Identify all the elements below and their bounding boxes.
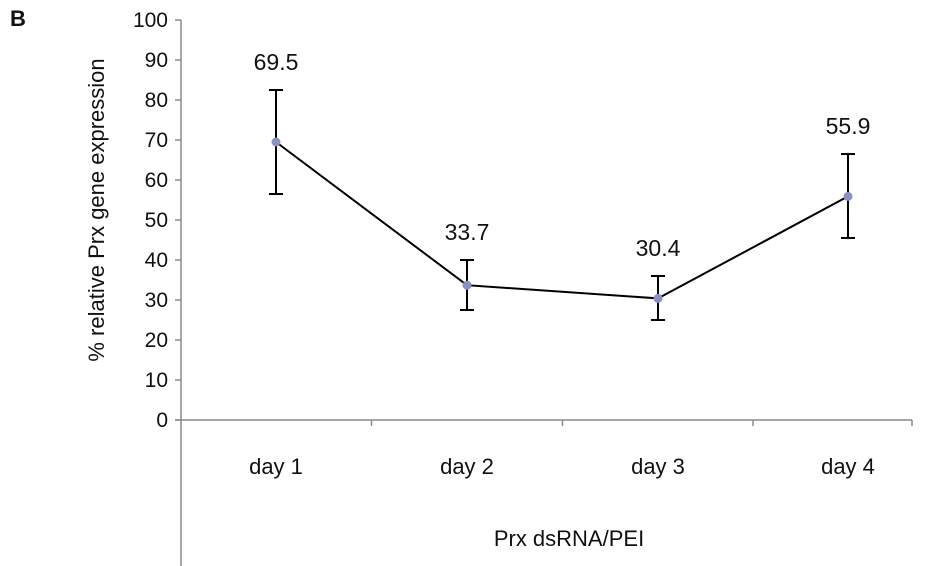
- series-line: [275, 141, 849, 300]
- data-point: [843, 191, 853, 201]
- data-point: [271, 137, 281, 147]
- data-point: [653, 293, 663, 303]
- y-tick-label: 70: [145, 129, 168, 152]
- chart-marks: 69.5 33.7 30.4 55.9: [254, 49, 871, 321]
- y-tick-label: 20: [145, 329, 168, 352]
- x-category-label: day 1: [249, 454, 303, 479]
- data-label: 69.5: [254, 49, 299, 75]
- chart-axes: 0 10 20 30 40 50 60 70 80 90 100 day 1 day 2 day 3 day…: [133, 9, 913, 566]
- x-category-label: day 2: [440, 454, 494, 479]
- data-label: 30.4: [636, 235, 681, 261]
- y-tick-label: 10: [145, 369, 168, 392]
- data-label: 55.9: [826, 113, 871, 139]
- y-tick-label: 0: [156, 409, 168, 432]
- x-category-label: day 3: [631, 454, 685, 479]
- y-tick-label: 100: [133, 9, 168, 32]
- y-tick-label: 90: [145, 49, 168, 72]
- x-axis-title: Prx dsRNA/PEI: [494, 526, 644, 551]
- data-label: 33.7: [445, 219, 490, 245]
- y-tick-label: 40: [145, 249, 168, 272]
- data-point: [462, 280, 472, 290]
- y-tick-label: 30: [145, 289, 168, 312]
- y-tick-label: 80: [145, 89, 168, 112]
- y-axis-title: % relative Prx gene expression: [84, 58, 109, 361]
- y-tick-label: 60: [145, 169, 168, 192]
- y-tick-label: 50: [145, 209, 168, 232]
- panel-letter: B: [10, 6, 26, 31]
- x-category-label: day 4: [821, 454, 875, 479]
